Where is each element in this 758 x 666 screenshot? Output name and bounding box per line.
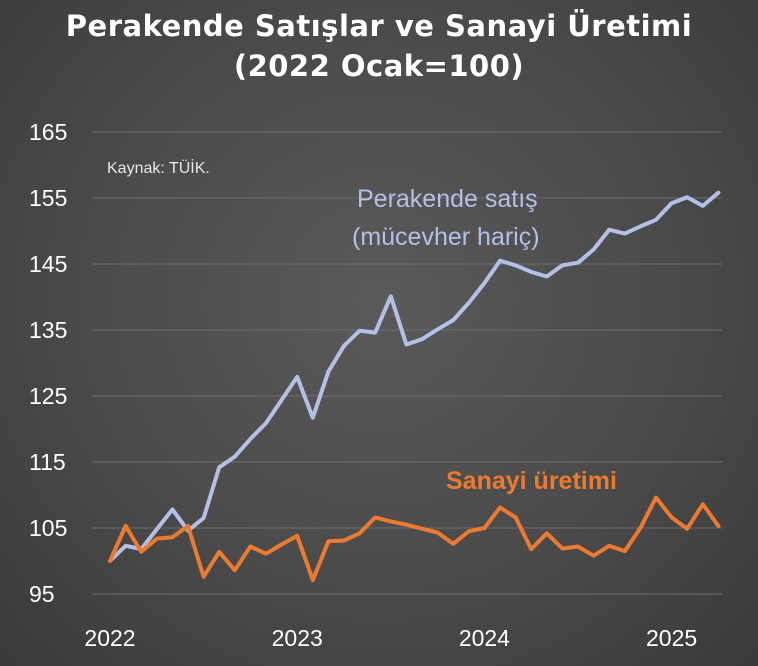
industrial-series-label: Sanayi üretimi [446,467,617,495]
x-tick-label: 2023 [272,625,323,651]
chart-title-block: Perakende Satışlar ve Sanayi Üretimi (20… [0,6,758,86]
x-tick-label: 2022 [84,625,135,651]
y-tick-label: 145 [29,251,67,277]
retail-series-label-line2: (mücevher hariç) [352,223,540,251]
retail-sales-line [108,190,721,563]
y-axis-tick-labels: 95 105 115 125 135 145 155 165 [29,119,67,607]
chart-title: Perakende Satışlar ve Sanayi Üretimi [65,9,693,43]
series-lines [108,190,721,583]
y-tick-label: 155 [29,185,67,211]
y-tick-label: 125 [29,383,67,409]
industrial-production-line [108,495,721,583]
chart-subtitle: (2022 Ocak=100) [233,49,525,83]
x-tick-label: 2025 [646,625,697,651]
source-note: Kaynak: TÜİK. [107,158,210,177]
retail-series-label-line1: Perakende satış [357,185,538,213]
y-tick-label: 115 [29,449,66,475]
y-tick-label: 135 [29,317,67,343]
y-tick-label: 95 [29,581,55,607]
gridlines [92,131,722,595]
x-tick-label: 2024 [459,625,510,651]
y-tick-label: 165 [29,119,67,145]
series-labels: Perakende satış (mücevher hariç) Sanayi ür… [352,185,617,495]
x-axis-tick-labels: 2022 2023 2024 2025 [84,625,697,651]
y-tick-label: 105 [29,515,67,541]
